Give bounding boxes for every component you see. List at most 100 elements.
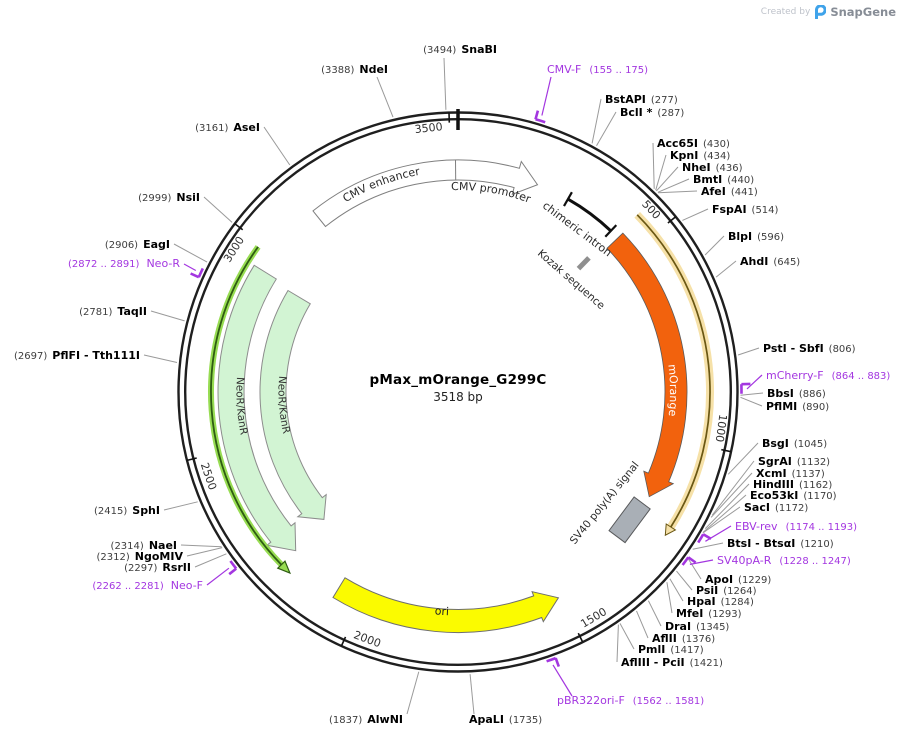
enzyme-label-psti-sbfi[interactable]: PstI - SbfI (806) (763, 342, 856, 355)
orf-arc-tan-line (636, 214, 711, 528)
leader-taqii (150, 310, 185, 322)
enzyme-label-bbsi[interactable]: BbsI (886) (767, 387, 826, 400)
enzyme-label-bsgi[interactable]: BsgI (1045) (762, 437, 827, 450)
enzyme-label-apali[interactable]: ApaLI (1735) (469, 713, 542, 726)
primer-marker-hook-neo-f (228, 567, 238, 576)
enzyme-label-ahdi[interactable]: AhdI (645) (740, 255, 800, 268)
leader-snabi (443, 57, 447, 110)
enzyme-label-afei[interactable]: AfeI (441) (701, 185, 758, 198)
enzyme-label-pflfi-tth111i[interactable]: (2697) PflFI - Tth111I (14, 349, 140, 362)
enzyme-label-hindiii[interactable]: HindIII (1162) (753, 478, 832, 491)
enzyme-label-mfei[interactable]: MfeI (1293) (676, 607, 742, 620)
enzyme-label-psii[interactable]: PsiI (1264) (696, 584, 757, 597)
leader-sgrai (711, 460, 755, 516)
enzyme-label-taqii[interactable]: (2781) TaqII (79, 305, 147, 318)
primer-label-mcherry-f[interactable]: mCherry-F (864 .. 883) (766, 369, 890, 382)
enzyme-label-fspai[interactable]: FspAI (514) (712, 203, 779, 216)
enzyme-label-sgrai[interactable]: SgrAI (1132) (758, 455, 830, 468)
feature-label-ori: ori (434, 604, 449, 618)
feature-neor-kanr-inner[interactable] (259, 289, 327, 520)
primer-label-cmv-f[interactable]: CMV-F (155 .. 175) (547, 63, 648, 76)
feature-label-kozak-sequence: Kozak sequence (535, 247, 607, 312)
feature-chimeric-intron[interactable] (567, 197, 612, 232)
enzyme-label-saci[interactable]: SacI (1172) (744, 501, 808, 514)
leader-hpai (669, 578, 684, 602)
leader-pbr322ori-f (552, 664, 573, 697)
enzyme-label-ngomiv[interactable]: (2312) NgoMIV (97, 550, 184, 563)
leader-afei (658, 190, 698, 194)
plasmid-size: 3518 bp (433, 390, 483, 404)
leader-acc65i (652, 142, 655, 189)
tick-mark-2000 (340, 636, 347, 647)
feature-ori[interactable] (332, 577, 560, 634)
enzyme-label-asei[interactable]: (3161) AseI (195, 121, 260, 134)
primer-marker-neo-r[interactable] (197, 267, 204, 278)
leader-cmv-f (541, 76, 552, 116)
leader-apoi (686, 556, 702, 580)
feature-kozak-sequence[interactable] (576, 256, 591, 271)
enzyme-label-btsi-bts-i[interactable]: BtsI - BtsαI (1210) (727, 537, 834, 550)
leader-pflmi (740, 396, 763, 407)
feature-neor-kanr-outer[interactable] (217, 264, 297, 552)
enzyme-label-rsrii[interactable]: (2297) RsrII (124, 561, 191, 574)
feature-morange[interactable] (606, 232, 688, 498)
primer-label-ebv-rev[interactable]: EBV-rev (1174 .. 1193) (735, 520, 857, 533)
leader-asei (263, 126, 291, 166)
enzyme-label-aflii[interactable]: AflII (1376) (652, 632, 715, 645)
enzyme-label-nsii[interactable]: (2999) NsiI (138, 191, 200, 204)
primer-label-sv40pa-r[interactable]: SV40pA-R (1228 .. 1247) (717, 554, 851, 567)
feature-sv40-polya[interactable] (608, 496, 651, 544)
leader-alwni (406, 671, 420, 715)
enzyme-label-bmti[interactable]: BmtI (440) (693, 173, 754, 186)
enzyme-label-naei[interactable]: (2314) NaeI (111, 539, 177, 552)
created-by-text: Created by (760, 7, 811, 17)
tick-label-2000: 2000 (352, 628, 383, 650)
enzyme-label-eagi[interactable]: (2906) EagI (105, 238, 170, 251)
enzyme-label-acc65i[interactable]: Acc65I (430) (657, 137, 730, 150)
primer-marker-hook-neo-r (190, 272, 200, 279)
enzyme-label-blpi[interactable]: BlpI (596) (728, 230, 784, 243)
snapgene-logo-icon (814, 4, 827, 20)
plasmid-name: pMax_mOrange_G299C (369, 372, 547, 388)
enzyme-label-snabi[interactable]: (3494) SnaBI (423, 43, 497, 56)
enzyme-label-sphi[interactable]: (2415) SphI (94, 504, 160, 517)
tick-label-2500: 2500 (198, 461, 219, 492)
primer-label-neo-r[interactable]: (2872 .. 2891) Neo-R (68, 257, 180, 270)
enzyme-label-ndei[interactable]: (3388) NdeI (321, 63, 388, 76)
enzyme-label-bcli[interactable]: BclI * (287) (620, 106, 684, 119)
orf-arc-green-line (210, 246, 283, 566)
tick-label-1000: 1000 (713, 413, 730, 443)
enzyme-label-alwni[interactable]: (1837) AlwNI (329, 713, 403, 726)
leader-nsii (203, 196, 233, 223)
leader-ngomiv (186, 547, 223, 557)
primer-marker-neo-f[interactable] (229, 560, 238, 570)
primer-marker-cmv-f[interactable] (535, 118, 546, 124)
leader-btsi-bts-i (692, 542, 724, 550)
enzyme-label-apoi[interactable]: ApoI (1229) (705, 573, 771, 586)
primer-marker-hook-ebv-rev (702, 533, 712, 541)
primer-marker-pbr322ori-f[interactable] (546, 656, 557, 663)
leader-apali (469, 674, 475, 715)
enzyme-label-eco53ki[interactable]: Eco53kI (1170) (750, 489, 837, 502)
leader-fspai (682, 208, 709, 221)
primer-label-pbr322ori-f[interactable]: pBR322ori-F (1562 .. 1581) (557, 694, 704, 707)
leader-eco53ki (702, 494, 747, 533)
enzyme-label-bstapi[interactable]: BstAPI (277) (605, 93, 678, 106)
enzyme-label-xcmi[interactable]: XcmI (1137) (756, 467, 825, 480)
leader-kpni (655, 154, 667, 191)
leader-mcherry-f (746, 374, 763, 390)
primer-label-neo-f[interactable]: (2262 .. 2281) Neo-F (92, 579, 203, 592)
enzyme-label-nhei[interactable]: NheI (436) (682, 161, 743, 174)
leader-neo-f (206, 567, 230, 586)
leader-bcli (596, 111, 617, 147)
enzyme-label-pmli[interactable]: PmlI (1417) (638, 643, 704, 656)
feature-cmv-enhancer-promoter[interactable] (312, 159, 539, 228)
leader-pmli (619, 623, 635, 650)
leader-bsgi (727, 442, 759, 475)
enzyme-label-hpai[interactable]: HpaI (1284) (687, 595, 754, 608)
enzyme-label-kpni[interactable]: KpnI (434) (670, 149, 730, 162)
enzyme-label-afliii-pcii[interactable]: AflIII - PciI (1421) (621, 656, 723, 669)
enzyme-label-pflmi[interactable]: PflMI (890) (766, 400, 829, 413)
enzyme-label-drai[interactable]: DraI (1345) (665, 620, 729, 633)
feature-label-morange: mOrange (665, 364, 680, 418)
